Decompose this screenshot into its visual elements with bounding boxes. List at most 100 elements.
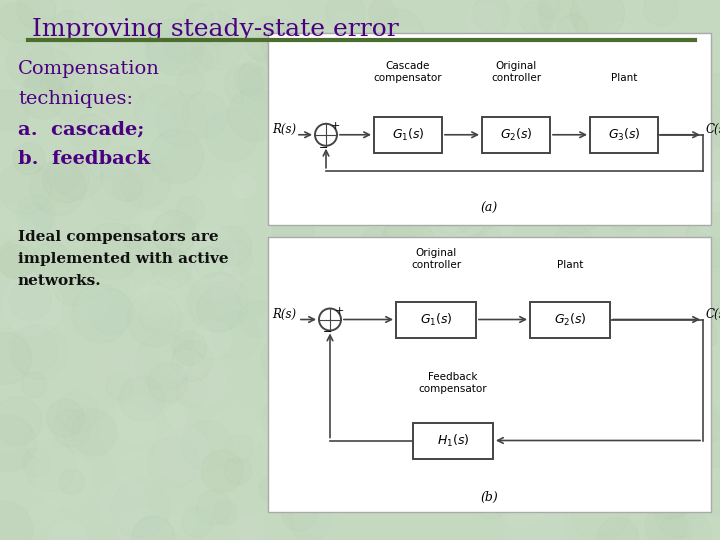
Circle shape: [273, 401, 316, 444]
Circle shape: [264, 348, 304, 388]
Circle shape: [312, 163, 354, 205]
Circle shape: [89, 289, 133, 334]
Circle shape: [626, 44, 667, 85]
Circle shape: [127, 292, 181, 347]
Circle shape: [13, 143, 45, 175]
Text: (b): (b): [481, 491, 498, 504]
Circle shape: [529, 464, 553, 488]
Circle shape: [346, 178, 382, 214]
Circle shape: [18, 396, 41, 418]
Circle shape: [184, 4, 214, 35]
Circle shape: [78, 287, 110, 319]
Circle shape: [345, 123, 383, 161]
Circle shape: [621, 37, 662, 78]
Circle shape: [603, 326, 630, 352]
Circle shape: [634, 441, 681, 488]
Circle shape: [38, 421, 59, 441]
Circle shape: [118, 510, 170, 540]
Circle shape: [593, 106, 641, 155]
Text: $G_1(s)$: $G_1(s)$: [392, 127, 424, 143]
Circle shape: [318, 2, 356, 39]
Circle shape: [366, 106, 402, 141]
Circle shape: [504, 341, 559, 396]
Circle shape: [367, 391, 397, 421]
Circle shape: [693, 267, 720, 321]
Circle shape: [305, 379, 341, 415]
Circle shape: [146, 31, 186, 71]
Circle shape: [409, 178, 432, 201]
Circle shape: [263, 26, 302, 66]
Circle shape: [55, 151, 103, 200]
Circle shape: [647, 254, 689, 295]
Circle shape: [530, 246, 590, 305]
Text: b.  feedback: b. feedback: [18, 150, 150, 168]
Text: C(s): C(s): [706, 123, 720, 136]
Circle shape: [102, 405, 156, 460]
Text: R(s): R(s): [272, 308, 296, 321]
Circle shape: [135, 85, 189, 139]
Circle shape: [45, 131, 84, 169]
Bar: [268, 237, 711, 512]
Circle shape: [268, 294, 325, 350]
Circle shape: [447, 496, 498, 540]
Circle shape: [404, 133, 442, 171]
Circle shape: [552, 32, 582, 62]
Circle shape: [316, 101, 372, 157]
Circle shape: [472, 481, 510, 519]
Circle shape: [598, 517, 638, 540]
Circle shape: [588, 106, 640, 159]
Circle shape: [696, 413, 720, 441]
Circle shape: [181, 421, 233, 471]
Circle shape: [178, 138, 223, 183]
Circle shape: [297, 49, 346, 98]
Circle shape: [617, 303, 665, 350]
Circle shape: [177, 69, 204, 97]
Text: C(s): C(s): [706, 308, 720, 321]
Circle shape: [372, 9, 424, 60]
Circle shape: [324, 445, 351, 472]
Circle shape: [611, 192, 649, 230]
Circle shape: [173, 331, 207, 365]
Circle shape: [643, 264, 676, 297]
Circle shape: [540, 447, 582, 488]
Circle shape: [309, 289, 332, 312]
Circle shape: [117, 450, 156, 489]
Circle shape: [685, 213, 720, 267]
Circle shape: [6, 38, 55, 87]
Circle shape: [102, 189, 156, 244]
Circle shape: [614, 450, 647, 483]
Circle shape: [551, 59, 575, 84]
Circle shape: [201, 450, 243, 492]
Circle shape: [449, 85, 490, 126]
Bar: [530, 301, 610, 338]
Circle shape: [179, 358, 226, 404]
Circle shape: [472, 35, 500, 63]
Circle shape: [138, 243, 163, 269]
Text: +: +: [335, 306, 344, 315]
Circle shape: [502, 33, 559, 90]
Circle shape: [200, 0, 249, 41]
Circle shape: [0, 397, 42, 445]
Circle shape: [557, 14, 588, 44]
Circle shape: [530, 276, 585, 330]
Circle shape: [451, 453, 504, 507]
Circle shape: [655, 312, 688, 345]
Circle shape: [639, 147, 670, 178]
Circle shape: [52, 261, 96, 306]
Circle shape: [113, 0, 151, 30]
Circle shape: [480, 54, 514, 89]
Circle shape: [420, 293, 454, 328]
Circle shape: [467, 4, 501, 39]
Circle shape: [176, 377, 207, 407]
Circle shape: [152, 211, 196, 254]
Circle shape: [281, 381, 321, 421]
Circle shape: [269, 126, 300, 157]
Circle shape: [153, 230, 175, 252]
Circle shape: [511, 102, 562, 152]
Circle shape: [102, 19, 145, 62]
Circle shape: [50, 521, 87, 540]
Circle shape: [690, 150, 720, 202]
Circle shape: [619, 100, 660, 140]
Circle shape: [450, 52, 488, 91]
Circle shape: [553, 21, 574, 42]
